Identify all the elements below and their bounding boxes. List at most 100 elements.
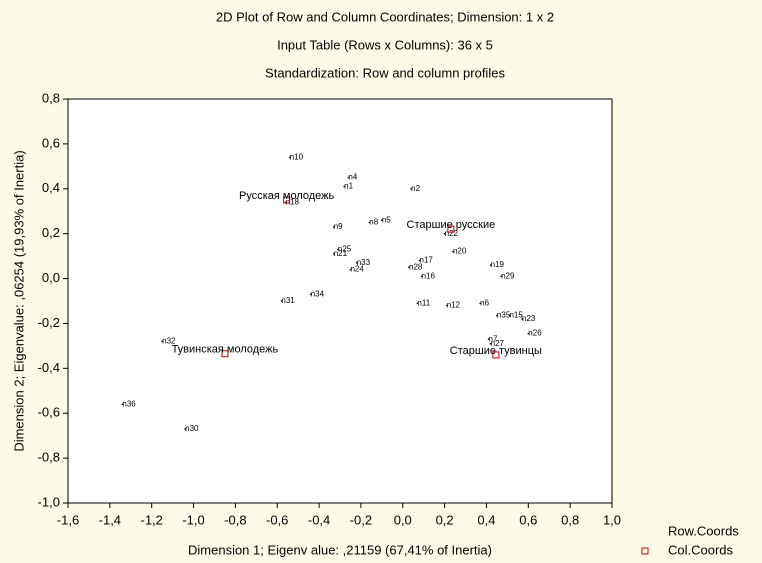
row-point [347, 176, 350, 179]
row-label: n29 [501, 271, 515, 280]
row-label: n5 [382, 215, 391, 224]
row-point [161, 340, 163, 343]
x-tick-label: -1,6 [57, 512, 79, 527]
row-point [487, 338, 490, 340]
row-label: n34 [311, 289, 325, 298]
x-tick-label: 0,8 [561, 512, 579, 527]
row-point [527, 332, 530, 335]
x-tick-label: -1,2 [140, 512, 162, 527]
row-label: n12 [447, 301, 461, 310]
legend-marker [641, 547, 649, 555]
y-axis-label: Dimension 2; Eigenvalue: ,06254 (19,93% … [11, 150, 26, 451]
chart-subtitle: Input Table (Rows x Columns): 36 x 5 [277, 37, 493, 52]
row-label: n26 [528, 329, 542, 338]
x-tick-label: -0,4 [308, 512, 330, 527]
row-label: n27 [491, 339, 505, 348]
y-tick-label: 0,0 [42, 270, 60, 285]
row-label: n35 [497, 311, 511, 320]
row-label: n30 [185, 424, 199, 433]
row-label: n1 [344, 182, 353, 191]
row-label: n24 [350, 265, 364, 274]
row-point [410, 187, 412, 190]
col-point [447, 225, 455, 233]
legend-label: Row.Coords [668, 523, 739, 538]
row-label: n4 [348, 173, 357, 182]
row-label: n16 [422, 271, 436, 280]
row-point [121, 403, 124, 406]
col-point [492, 351, 500, 359]
row-point [332, 253, 335, 255]
row-point [355, 262, 358, 264]
row-point [479, 302, 481, 305]
row-label: n11 [417, 298, 430, 307]
x-tick-label: 0,4 [477, 512, 495, 527]
row-point [184, 428, 186, 430]
row-label: n28 [409, 262, 423, 271]
y-tick-label: -0,4 [38, 360, 60, 375]
row-label: n22 [445, 229, 459, 238]
row-point [381, 219, 383, 221]
row-point [408, 266, 410, 269]
row-label: n18 [286, 197, 300, 206]
row-point [443, 232, 446, 235]
row-point [418, 259, 421, 262]
row-point [489, 342, 492, 345]
row-label: n19 [491, 260, 505, 269]
x-tick-label: -0,8 [224, 512, 246, 527]
col-label: Старшие русские [407, 219, 496, 231]
row-point [500, 275, 502, 278]
plot-area [67, 98, 613, 504]
row-point [309, 293, 312, 296]
row-label: n8 [369, 218, 378, 227]
y-tick-label: 0,4 [42, 180, 60, 195]
row-point [280, 300, 283, 302]
row-point [496, 314, 498, 317]
row-point [368, 221, 371, 224]
row-label: n33 [357, 258, 371, 267]
row-label: n6 [480, 298, 489, 307]
y-tick-label: -0,6 [38, 405, 60, 420]
col-point [221, 350, 229, 358]
row-point [343, 185, 345, 188]
x-axis-label: Dimension 1; Eigenv alue: ,21159 (67,41%… [188, 542, 492, 557]
col-label: Русская молодежь [239, 190, 335, 202]
x-tick-label: 1,0 [603, 512, 621, 527]
y-tick-label: 0,8 [42, 90, 60, 105]
legend-label: Col.Coords [668, 542, 734, 557]
x-tick-label: -0,2 [350, 512, 372, 527]
row-label: n9 [334, 222, 343, 231]
chart-subtitle: Standardization: Row and column profiles [265, 65, 505, 80]
row-label: n7 [489, 334, 498, 343]
row-label: n32 [162, 337, 176, 346]
y-tick-label: -1,0 [38, 494, 60, 509]
x-tick-label: 0,0 [394, 512, 412, 527]
row-point [332, 226, 335, 228]
row-label: n36 [122, 399, 136, 408]
row-point [508, 314, 511, 317]
row-point [489, 264, 492, 266]
x-tick-label: 0,2 [436, 512, 454, 527]
y-tick-label: 0,2 [42, 225, 60, 240]
row-point [349, 268, 352, 271]
row-label: n2 [411, 184, 420, 193]
row-label: n20 [453, 247, 467, 256]
row-point [521, 318, 523, 320]
y-tick-label: -0,8 [38, 450, 60, 465]
x-tick-label: -0,6 [266, 512, 288, 527]
row-label: n31 [281, 296, 295, 305]
row-label: n25 [338, 244, 352, 253]
x-tick-label: 0,6 [519, 512, 537, 527]
row-point [445, 304, 448, 307]
row-label: n17 [420, 256, 434, 265]
row-point [337, 248, 339, 251]
row-label: n15 [509, 311, 523, 320]
chart-title: 2D Plot of Row and Column Coordinates; D… [216, 9, 554, 24]
row-point [452, 250, 454, 253]
row-point [288, 156, 291, 159]
row-point [420, 275, 423, 278]
col-label: Тувинская молодежь [172, 344, 279, 356]
x-tick-label: -1,0 [182, 512, 204, 527]
row-point [416, 302, 419, 305]
row-label: n23 [522, 314, 536, 323]
